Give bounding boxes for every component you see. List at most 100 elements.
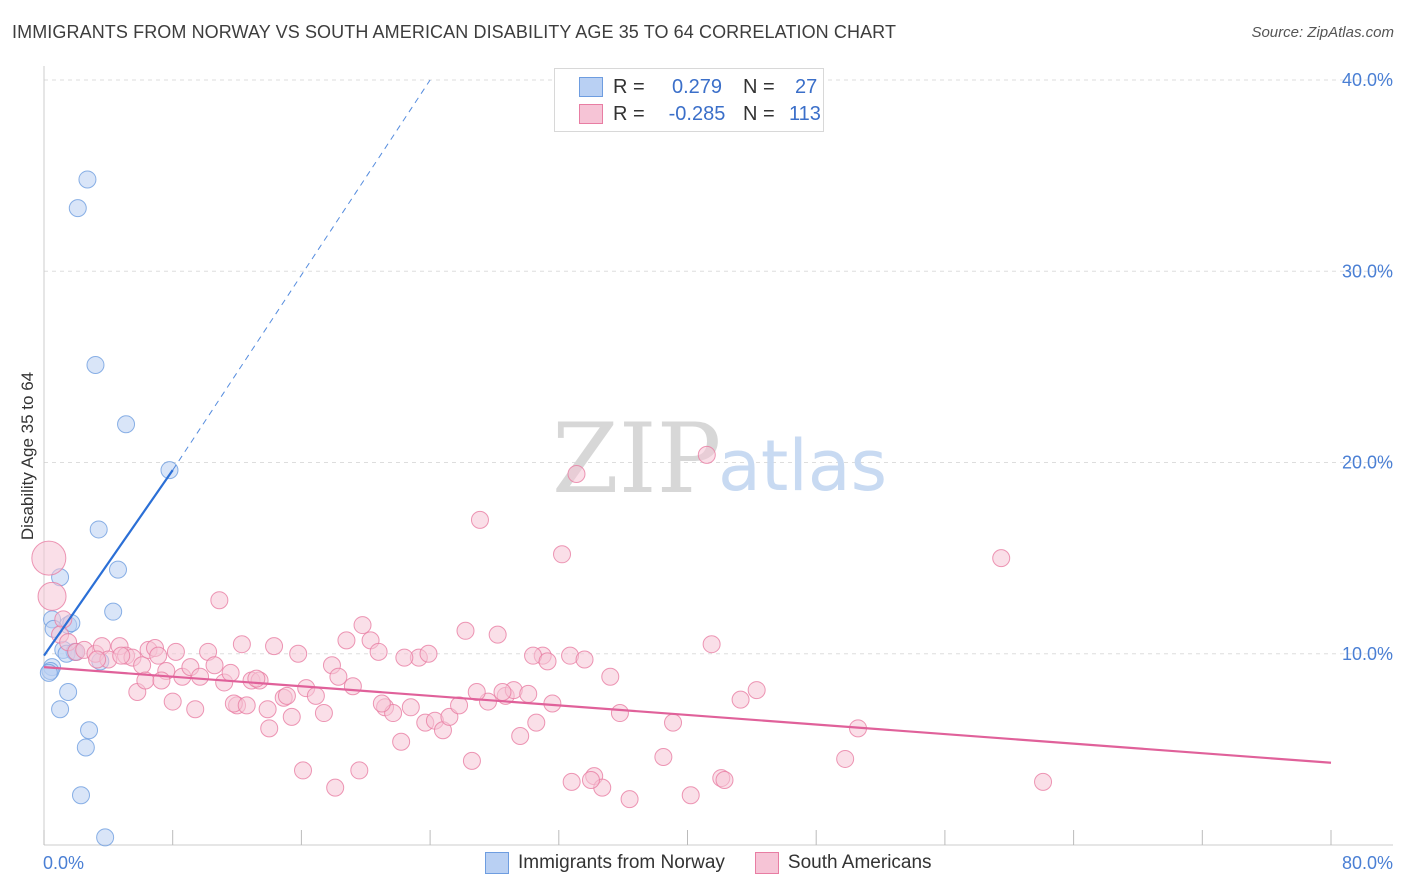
south-trend-line	[43, 666, 1332, 764]
legend-norway-r: 0.279	[671, 75, 723, 98]
south-point	[221, 663, 240, 682]
trend-lines	[43, 79, 1332, 764]
south-point	[511, 726, 530, 745]
south-point	[493, 683, 512, 701]
series-legend: Immigrants from Norway South Americans	[485, 852, 962, 874]
legend-norway-n: 27	[795, 75, 818, 98]
south-point	[456, 621, 475, 640]
south-point	[350, 761, 369, 780]
south-point	[306, 686, 325, 705]
south-point	[31, 540, 67, 576]
south-point	[836, 749, 855, 768]
south-point	[567, 464, 586, 483]
south-point	[697, 445, 716, 464]
chart-title: IMMIGRANTS FROM NORWAY VS SOUTH AMERICAN…	[12, 22, 897, 42]
south-point	[133, 656, 152, 675]
norway-point	[117, 415, 136, 434]
south-point	[353, 616, 372, 635]
south-point	[326, 778, 345, 797]
south-point	[343, 677, 362, 696]
south-point	[314, 704, 333, 723]
south-point	[538, 652, 557, 671]
legend-norway-n-label: N =	[743, 75, 775, 98]
source-credit: Source: ZipAtlas.com	[1251, 24, 1394, 41]
south-point	[731, 690, 750, 709]
watermark: ZIP atlas	[552, 403, 887, 515]
south-point	[265, 637, 284, 656]
series-label-south: South Americans	[787, 852, 932, 873]
watermark-zip: ZIP	[552, 403, 721, 515]
south-point	[372, 694, 391, 713]
south-point	[163, 692, 182, 711]
south-point	[601, 667, 620, 686]
south-point	[610, 704, 629, 723]
south-point	[401, 698, 420, 717]
south-point	[37, 581, 67, 611]
y-tick-label: 40.0%	[1342, 70, 1393, 90]
y-tick-label: 20.0%	[1342, 453, 1393, 473]
south-point	[88, 650, 107, 669]
norway-point	[76, 738, 95, 757]
y-tick-label: 30.0%	[1342, 261, 1393, 281]
south-point	[620, 790, 639, 809]
south-point	[247, 669, 266, 688]
south-point	[419, 644, 438, 663]
legend-row-south: R = -0.285 N = 113	[579, 102, 821, 126]
south-point	[440, 707, 459, 726]
norway-point	[86, 355, 105, 374]
norway-point	[160, 461, 179, 480]
south-point	[575, 650, 594, 669]
x-tick-label: 0.0%	[43, 853, 84, 873]
south-point	[470, 510, 489, 529]
south-point	[467, 683, 486, 701]
south-point	[237, 696, 256, 715]
series-label-norway: Immigrants from Norway	[518, 852, 725, 873]
south-point	[289, 644, 308, 663]
y-tick-label: 10.0%	[1342, 644, 1393, 664]
south-point	[260, 719, 279, 738]
norway-point	[78, 170, 97, 189]
south-point	[149, 646, 168, 665]
south-point	[337, 631, 356, 650]
south-point	[205, 656, 224, 675]
south-point	[395, 648, 414, 667]
south-point	[654, 748, 673, 767]
south-point	[191, 667, 210, 686]
south-point	[581, 770, 600, 789]
legend-row-norway: R = 0.279 N = 27	[579, 75, 817, 99]
series-swatch-south	[754, 852, 779, 874]
south-point	[210, 591, 229, 610]
south-point	[112, 646, 131, 665]
south-point	[992, 549, 1011, 568]
south-point	[258, 700, 277, 719]
south-point	[488, 625, 507, 644]
watermark-atlas: atlas	[718, 425, 887, 507]
x-tick-label: 80.0%	[1342, 853, 1393, 873]
norway-point	[104, 602, 123, 621]
data-points	[31, 170, 1053, 847]
legend-south-n-label: N =	[743, 102, 775, 125]
legend-norway-r-label: R =	[613, 75, 645, 98]
norway-trend-line	[43, 469, 174, 657]
tick-labels: 10.0% 20.0% 30.0% 40.0% 0.0% 80.0%	[43, 70, 1393, 873]
south-point	[681, 786, 700, 805]
south-point	[527, 713, 546, 732]
norway-point	[59, 683, 78, 701]
series-swatch-norway	[485, 852, 509, 874]
y-axis-label: Disability Age 35 to 64	[18, 372, 37, 540]
south-point	[166, 642, 185, 661]
south-point	[553, 545, 572, 564]
south-point	[562, 772, 581, 791]
series-legend-south: South Americans	[754, 852, 932, 874]
south-point	[392, 732, 411, 751]
legend-south-n: 113	[789, 102, 821, 125]
norway-point	[51, 700, 70, 719]
norway-point	[80, 721, 99, 740]
south-point	[747, 681, 766, 700]
south-point	[715, 770, 734, 789]
norway-point	[68, 199, 87, 218]
south-point	[277, 686, 296, 705]
south-point	[329, 667, 348, 686]
norway-trend-extension	[172, 79, 431, 471]
